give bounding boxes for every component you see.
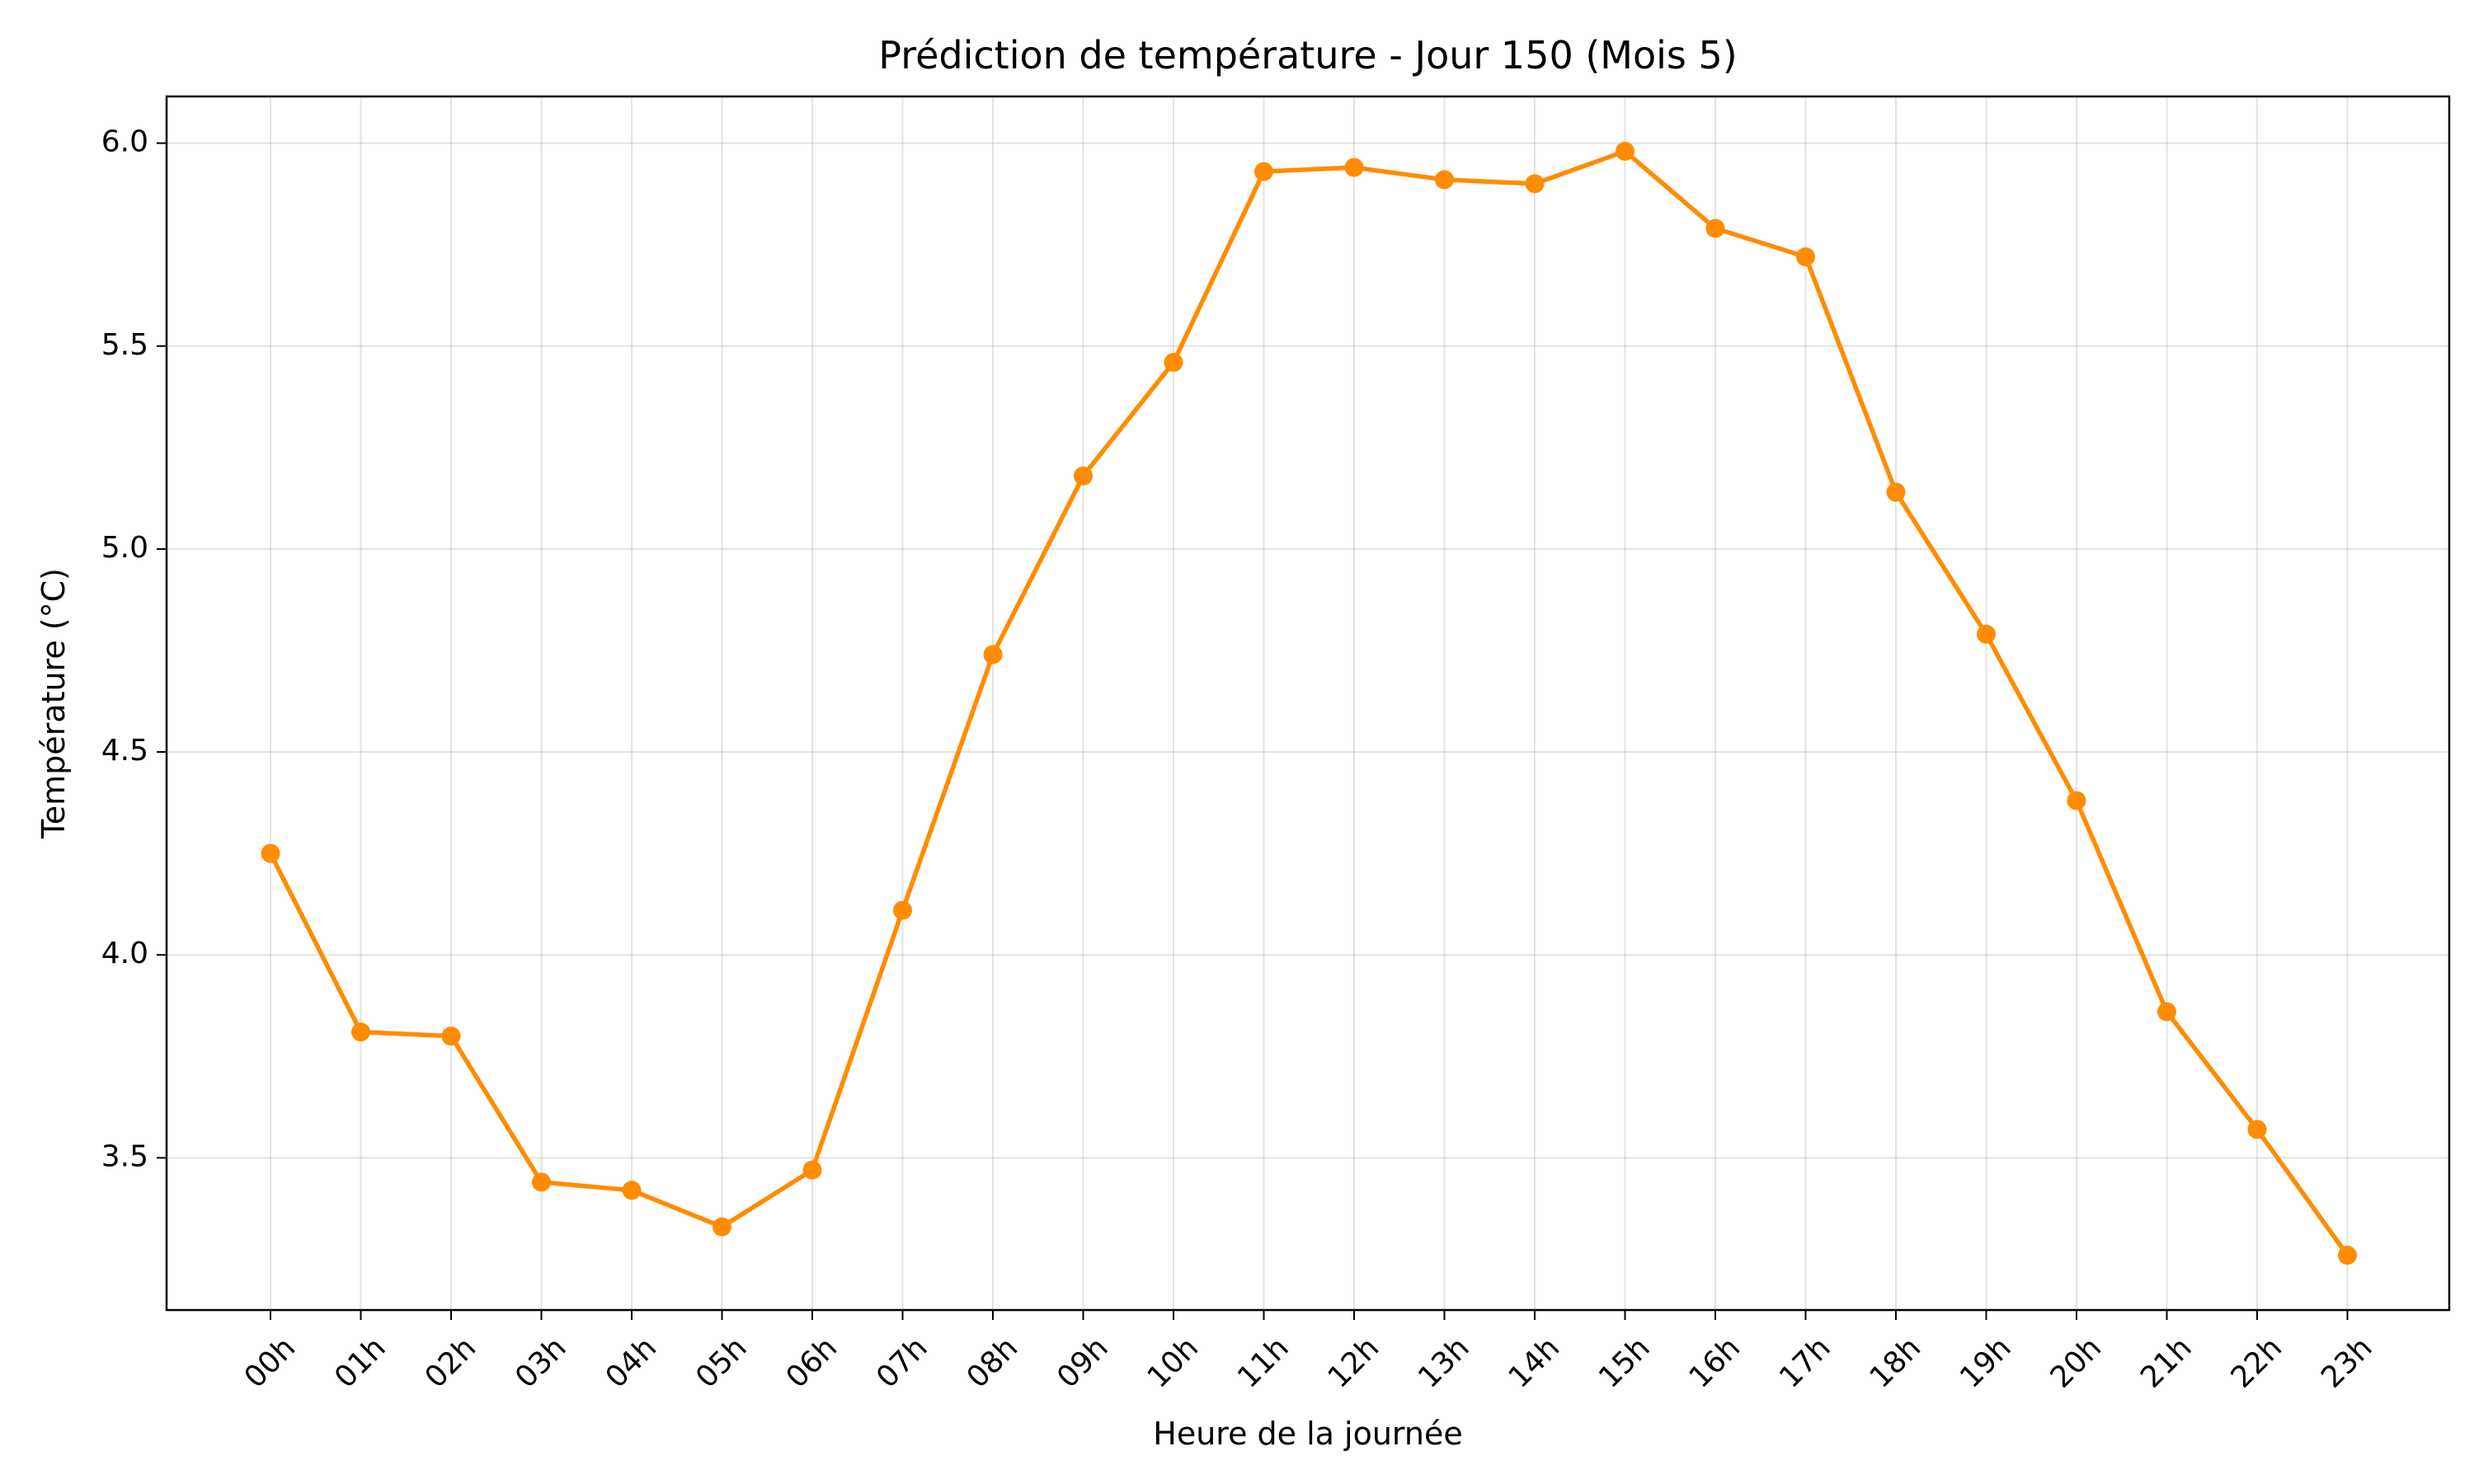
data-point-02h [441, 1026, 461, 1046]
data-point-14h [1525, 174, 1545, 194]
data-point-08h [983, 645, 1003, 665]
data-point-11h [1254, 162, 1273, 181]
data-point-06h [802, 1160, 822, 1180]
y-tick-label: 6.0 [101, 125, 148, 159]
grid-layer [167, 96, 2449, 1310]
data-point-19h [1977, 624, 1996, 644]
series-line [268, 148, 2350, 1258]
data-point-22h [2247, 1120, 2267, 1139]
data-point-01h [351, 1022, 370, 1042]
plot-area-frame [165, 95, 2451, 1312]
data-point-13h [1435, 170, 1454, 190]
data-point-18h [1886, 482, 1906, 502]
y-tick-label: 5.0 [101, 531, 148, 565]
data-point-09h [1074, 466, 1093, 486]
data-point-04h [622, 1181, 642, 1200]
data-point-03h [532, 1172, 551, 1192]
y-tick-label: 4.5 [101, 734, 148, 768]
data-point-15h [1616, 141, 1634, 161]
data-point-17h [1796, 247, 1815, 266]
data-point-16h [1705, 218, 1725, 238]
y-axis-label: Température (°C) [35, 568, 72, 839]
y-tick-label: 3.5 [101, 1139, 148, 1173]
data-point-21h [2157, 1002, 2176, 1021]
y-tick-label: 5.5 [101, 328, 148, 362]
data-point-10h [1164, 352, 1183, 372]
x-axis-label: Heure de la journée [1153, 1416, 1462, 1452]
series-layer [261, 141, 2357, 1266]
data-point-12h [1344, 157, 1364, 177]
chart-title: Prédiction de température - Jour 150 (Mo… [878, 33, 1737, 77]
data-point-07h [893, 900, 912, 920]
data-point-23h [2338, 1246, 2357, 1266]
data-point-00h [261, 843, 280, 863]
data-point-20h [2067, 791, 2086, 810]
y-tick-label: 4.0 [101, 937, 148, 970]
data-point-05h [713, 1217, 731, 1237]
